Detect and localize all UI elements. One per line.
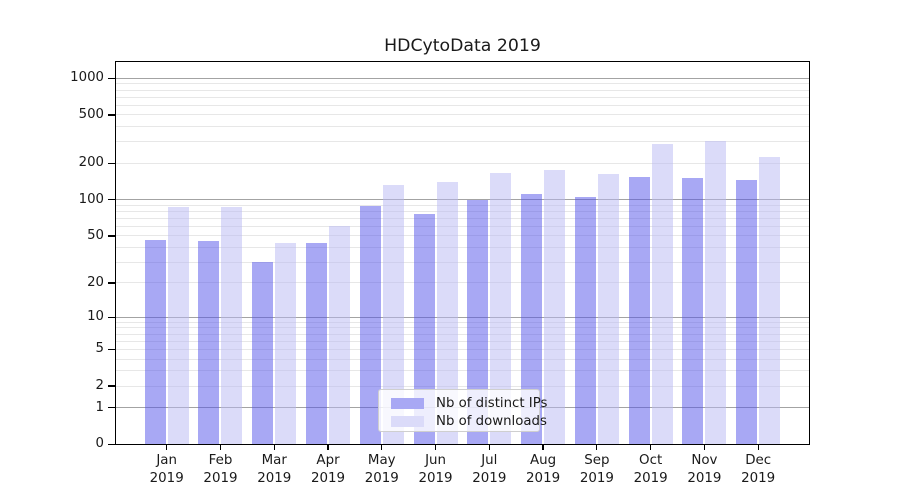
y-tick-1	[108, 406, 115, 409]
y-tick-20	[108, 282, 115, 284]
y-tick-100	[108, 199, 115, 201]
x-tick-label-dec: Dec 2019	[718, 452, 798, 487]
y-tick-10	[108, 316, 115, 318]
month-line: Jan	[156, 453, 178, 468]
y-tick-label-10: 10	[87, 309, 104, 325]
month-line: Jun	[425, 453, 447, 468]
y-tick-label-200: 200	[78, 155, 104, 171]
x-tick-dec	[757, 445, 759, 450]
legend-item-downloads: Nb of downloads	[391, 413, 547, 429]
x-tick-oct	[650, 445, 652, 450]
legend-label-downloads: Nb of downloads	[436, 413, 547, 429]
y-tick-200	[108, 162, 115, 164]
x-tick-jun	[434, 445, 437, 450]
year-line: 2019	[579, 470, 614, 486]
y-tick-1000	[108, 77, 115, 79]
month-line: Oct	[639, 453, 663, 468]
y-tick-label-50: 50	[87, 227, 104, 243]
x-tick-label-feb: Feb 2019	[180, 452, 260, 487]
y-tick-label-2: 2	[95, 378, 104, 394]
year-line: 2019	[310, 470, 346, 486]
month-line: Apr	[316, 453, 340, 468]
legend-swatch-distinct-ips	[391, 397, 424, 409]
month-line: Aug	[530, 453, 557, 468]
x-tick-label-apr: Apr 2019	[288, 452, 368, 487]
legend: Nb of distinct IPs Nb of downloads	[378, 389, 547, 432]
legend-label-distinct-ips: Nb of distinct IPs	[436, 395, 548, 411]
x-tick-label-sep: Sep 2019	[557, 452, 637, 487]
x-tick-label-mar: Mar 2019	[234, 452, 314, 487]
x-tick-jan	[166, 445, 168, 450]
month-line: Mar	[261, 453, 287, 468]
y-tick-label-1: 1	[95, 399, 104, 415]
year-line: 2019	[149, 470, 184, 486]
y-tick-50	[108, 235, 115, 237]
x-tick-aug	[542, 445, 544, 450]
chart-title: HDCytoData 2019	[384, 36, 541, 56]
x-tick-label-oct: Oct 2019	[611, 452, 691, 487]
y-tick-500	[108, 114, 115, 116]
x-tick-sep	[596, 445, 598, 450]
y-tick-label-100: 100	[78, 191, 104, 207]
y-tick-label-20: 20	[87, 274, 104, 290]
x-tick-label-nov: Nov 2019	[664, 452, 744, 487]
year-line: 2019	[633, 470, 668, 486]
y-tick-label-5: 5	[95, 341, 104, 357]
month-line: Nov	[691, 453, 718, 468]
year-line: 2019	[526, 470, 561, 486]
year-line: 2019	[203, 470, 238, 486]
y-tick-0	[108, 443, 115, 445]
x-tick-may	[381, 445, 383, 450]
year-line: 2019	[257, 470, 292, 486]
year-line: 2019	[418, 470, 453, 486]
month-line: May	[367, 453, 396, 468]
year-line: 2019	[472, 470, 507, 486]
x-tick-feb	[219, 445, 222, 450]
year-line: 2019	[687, 470, 722, 486]
x-tick-label-may: May 2019	[342, 452, 422, 487]
x-tick-mar	[273, 445, 275, 450]
legend-swatch-downloads	[391, 415, 424, 427]
y-tick-label-0: 0	[95, 436, 104, 452]
month-line: Feb	[208, 453, 233, 468]
month-line: Jul	[481, 453, 498, 468]
legend-item-distinct-ips: Nb of distinct IPs	[391, 395, 547, 411]
y-tick-5	[108, 348, 115, 350]
x-tick-label-jun: Jun 2019	[396, 452, 476, 487]
x-tick-nov	[703, 445, 705, 450]
x-tick-label-aug: Aug 2019	[503, 452, 583, 487]
y-tick-label-1000: 1000	[70, 70, 104, 86]
x-tick-label-jul: Jul 2019	[449, 452, 529, 487]
y-tick-label-500: 500	[78, 106, 104, 122]
x-tick-label-jan: Jan 2019	[127, 452, 207, 487]
x-tick-apr	[327, 445, 329, 450]
y-tick-2	[108, 385, 115, 387]
month-line: Dec	[745, 453, 772, 468]
year-line: 2019	[741, 470, 776, 486]
plot-frame	[115, 61, 810, 445]
year-line: 2019	[364, 470, 399, 486]
x-tick-jul	[488, 445, 490, 450]
month-line: Sep	[584, 453, 610, 468]
